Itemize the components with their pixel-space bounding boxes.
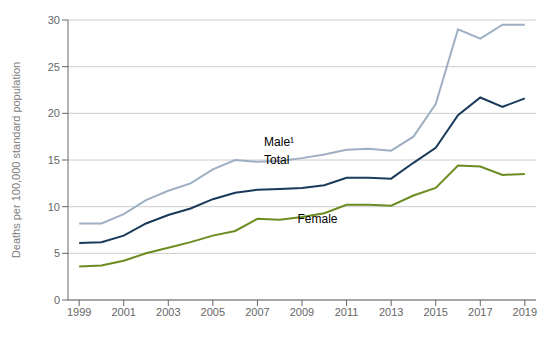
svg-text:Female: Female [298,212,338,226]
svg-text:2001: 2001 [111,306,135,318]
svg-text:Total: Total [264,153,289,167]
svg-text:1999: 1999 [67,306,91,318]
svg-text:2015: 2015 [423,306,447,318]
svg-text:0: 0 [54,294,60,306]
svg-text:Male¹: Male¹ [264,135,294,149]
svg-text:30: 30 [48,14,60,26]
svg-text:25: 25 [48,61,60,73]
svg-text:15: 15 [48,154,60,166]
svg-text:2017: 2017 [468,306,492,318]
svg-text:2011: 2011 [335,306,359,318]
svg-text:20: 20 [48,107,60,119]
svg-text:2019: 2019 [513,306,537,318]
svg-text:2007: 2007 [245,306,269,318]
svg-text:10: 10 [48,201,60,213]
svg-text:2013: 2013 [379,306,403,318]
svg-text:2009: 2009 [290,306,314,318]
svg-text:2005: 2005 [201,306,225,318]
svg-text:5: 5 [54,247,60,259]
svg-text:Deaths per 100,000 standard po: Deaths per 100,000 standard population [10,62,22,258]
svg-text:2003: 2003 [156,306,180,318]
